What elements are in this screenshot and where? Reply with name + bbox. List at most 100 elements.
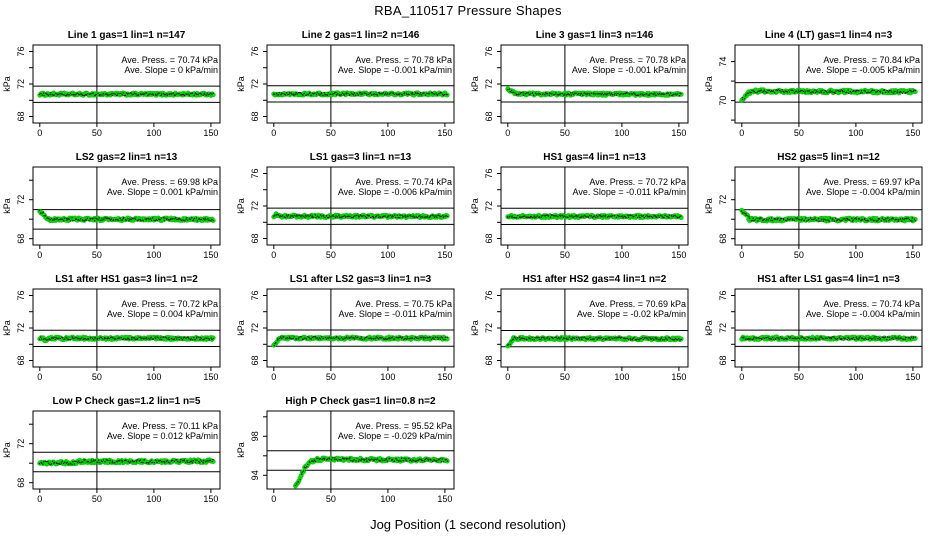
- y-tick-label: 68: [16, 234, 26, 244]
- y-tick-label: 68: [484, 355, 494, 365]
- ave-press-annotation: Ave. Press. = 70.78 kPa: [589, 55, 686, 65]
- x-tick-label: 50: [92, 372, 102, 382]
- ave-press-annotation: Ave. Press. = 70.74 kPa: [121, 55, 218, 65]
- y-tick-label: 76: [484, 168, 494, 178]
- x-tick-label: 150: [905, 372, 920, 382]
- x-tick-label: 0: [271, 128, 276, 138]
- ave-press-annotation: Ave. Press. = 69.97 kPa: [823, 177, 920, 187]
- plot-box: [734, 166, 923, 246]
- x-tick-label: 150: [203, 250, 218, 260]
- y-axis: 68 72 kPa: [2, 423, 33, 488]
- x-tick-label: 150: [203, 128, 218, 138]
- x-tick-label: 0: [271, 372, 276, 382]
- x-axis: 0 50 100 150: [37, 123, 218, 138]
- y-tick-label: 98: [250, 431, 260, 441]
- y-tick-label: 68: [16, 355, 26, 365]
- reference-lines: [267, 289, 454, 367]
- x-axis: 0 50 100 150: [739, 367, 920, 382]
- y-axis: 68 72 76 kPa: [236, 290, 267, 366]
- x-tick-label: 50: [794, 372, 804, 382]
- data-points: [739, 334, 918, 342]
- subplot-title: HS1 after HS2 gas=4 lin=1 n=2: [523, 274, 667, 285]
- subplot-4: 0 50 100 150 68 72 kPa LS2 gas=2 lin=1 n=13 Ave.…: [2, 152, 221, 260]
- plot-box: [32, 410, 221, 490]
- x-axis: 0 50 100 150: [37, 489, 218, 504]
- reference-lines: [33, 289, 220, 367]
- data-points: [37, 90, 216, 98]
- ave-slope-annotation: Ave. Slope = -0.001 kPa/min: [338, 65, 452, 75]
- y-tick-label: 68: [16, 478, 26, 488]
- data-points: [505, 86, 684, 98]
- x-axis: 0 50 100 150: [505, 123, 686, 138]
- reference-lines: [33, 45, 220, 123]
- subplot-1: 0 50 100 150 68 72 76 kPa Line 2 gas=1 lin=2 n=1…: [236, 30, 455, 138]
- x-tick-label: 0: [37, 250, 42, 260]
- subplot-6: 0 50 100 150 68 72 76 kPa HS1 gas=4 lin=1 n=13 Av…: [470, 152, 689, 260]
- subplot-8: 0 50 100 150 68 72 76 kPa LS1 after HS1 gas=3 li…: [2, 274, 221, 382]
- data-points: [37, 334, 216, 344]
- ave-press-annotation: Ave. Press. = 70.75 kPa: [355, 299, 452, 309]
- x-tick-label: 50: [326, 128, 336, 138]
- reference-lines: [501, 45, 688, 123]
- y-tick-label: 76: [718, 290, 728, 300]
- y-tick-label: 74: [718, 57, 728, 67]
- y-axis: 68 72 76 kPa: [236, 168, 267, 244]
- y-axis: 68 72 kPa: [704, 179, 735, 244]
- x-axis: 0 50 100 150: [37, 367, 218, 382]
- data-points: [37, 208, 216, 224]
- reference-lines: [267, 167, 454, 245]
- subplot-title: HS1 after LS1 gas=4 lin=1 n=3: [757, 274, 900, 285]
- x-axis: 0 50 100 150: [739, 123, 920, 138]
- y-tick-label: 76: [250, 46, 260, 56]
- y-tick-label: 68: [484, 233, 494, 243]
- x-axis: 0 50 100 150: [505, 367, 686, 382]
- x-tick-label: 0: [505, 250, 510, 260]
- figure-title: RBA_110517 Pressure Shapes: [374, 3, 562, 18]
- ave-slope-annotation: Ave. Slope = 0 kPa/min: [124, 65, 218, 75]
- data-points: [271, 211, 450, 220]
- x-tick-label: 150: [671, 250, 686, 260]
- x-axis: 0 50 100 150: [505, 245, 686, 260]
- subplot-7: 0 50 100 150 68 72 kPa HS2 gas=5 lin=1 n=12 Ave.…: [704, 152, 923, 260]
- x-tick-label: 0: [271, 250, 276, 260]
- y-tick-label: 76: [250, 168, 260, 178]
- y-tick-label: 68: [250, 355, 260, 365]
- x-tick-label: 0: [37, 494, 42, 504]
- ave-slope-annotation: Ave. Slope = -0.006 kPa/min: [338, 187, 452, 197]
- x-tick-label: 0: [739, 128, 744, 138]
- subplot-title: Line 4 (LT) gas=1 lin=4 n=3: [765, 30, 893, 41]
- x-tick-label: 50: [794, 128, 804, 138]
- ave-press-annotation: Ave. Press. = 70.11 kPa: [122, 421, 218, 431]
- y-axis-unit-label: kPa: [236, 198, 246, 214]
- x-tick-label: 100: [146, 250, 161, 260]
- ave-press-annotation: Ave. Press. = 70.74 kPa: [355, 177, 452, 187]
- data-points: [271, 90, 450, 98]
- ave-press-annotation: Ave. Press. = 69.98 kPa: [121, 177, 218, 187]
- data-points: [739, 207, 918, 224]
- y-axis: 68 72 76 kPa: [470, 46, 501, 122]
- y-axis: 68 72 76 kPa: [2, 290, 33, 366]
- x-tick-label: 0: [37, 128, 42, 138]
- x-axis: 0 50 100 150: [271, 367, 452, 382]
- x-tick-label: 150: [671, 128, 686, 138]
- reference-lines: [501, 289, 688, 367]
- x-tick-label: 100: [380, 128, 395, 138]
- y-tick-label: 72: [484, 201, 494, 211]
- y-axis: 68 72 76 kPa: [470, 290, 501, 366]
- x-tick-label: 50: [560, 128, 570, 138]
- y-tick-label: 72: [484, 79, 494, 89]
- x-tick-label: 50: [326, 250, 336, 260]
- y-axis-unit-label: kPa: [236, 320, 246, 336]
- y-axis-unit-label: kPa: [470, 198, 480, 214]
- x-tick-label: 50: [92, 250, 102, 260]
- x-tick-label: 100: [380, 494, 395, 504]
- data-points: [739, 87, 918, 103]
- x-tick-label: 100: [614, 128, 629, 138]
- y-axis-unit-label: kPa: [704, 198, 714, 214]
- data-points: [505, 334, 684, 349]
- y-axis: 68 72 76 kPa: [236, 46, 267, 122]
- y-tick-label: 68: [484, 111, 494, 121]
- x-tick-label: 150: [437, 250, 452, 260]
- reference-lines: [735, 45, 922, 123]
- y-axis: 70 74 kPa: [704, 57, 735, 121]
